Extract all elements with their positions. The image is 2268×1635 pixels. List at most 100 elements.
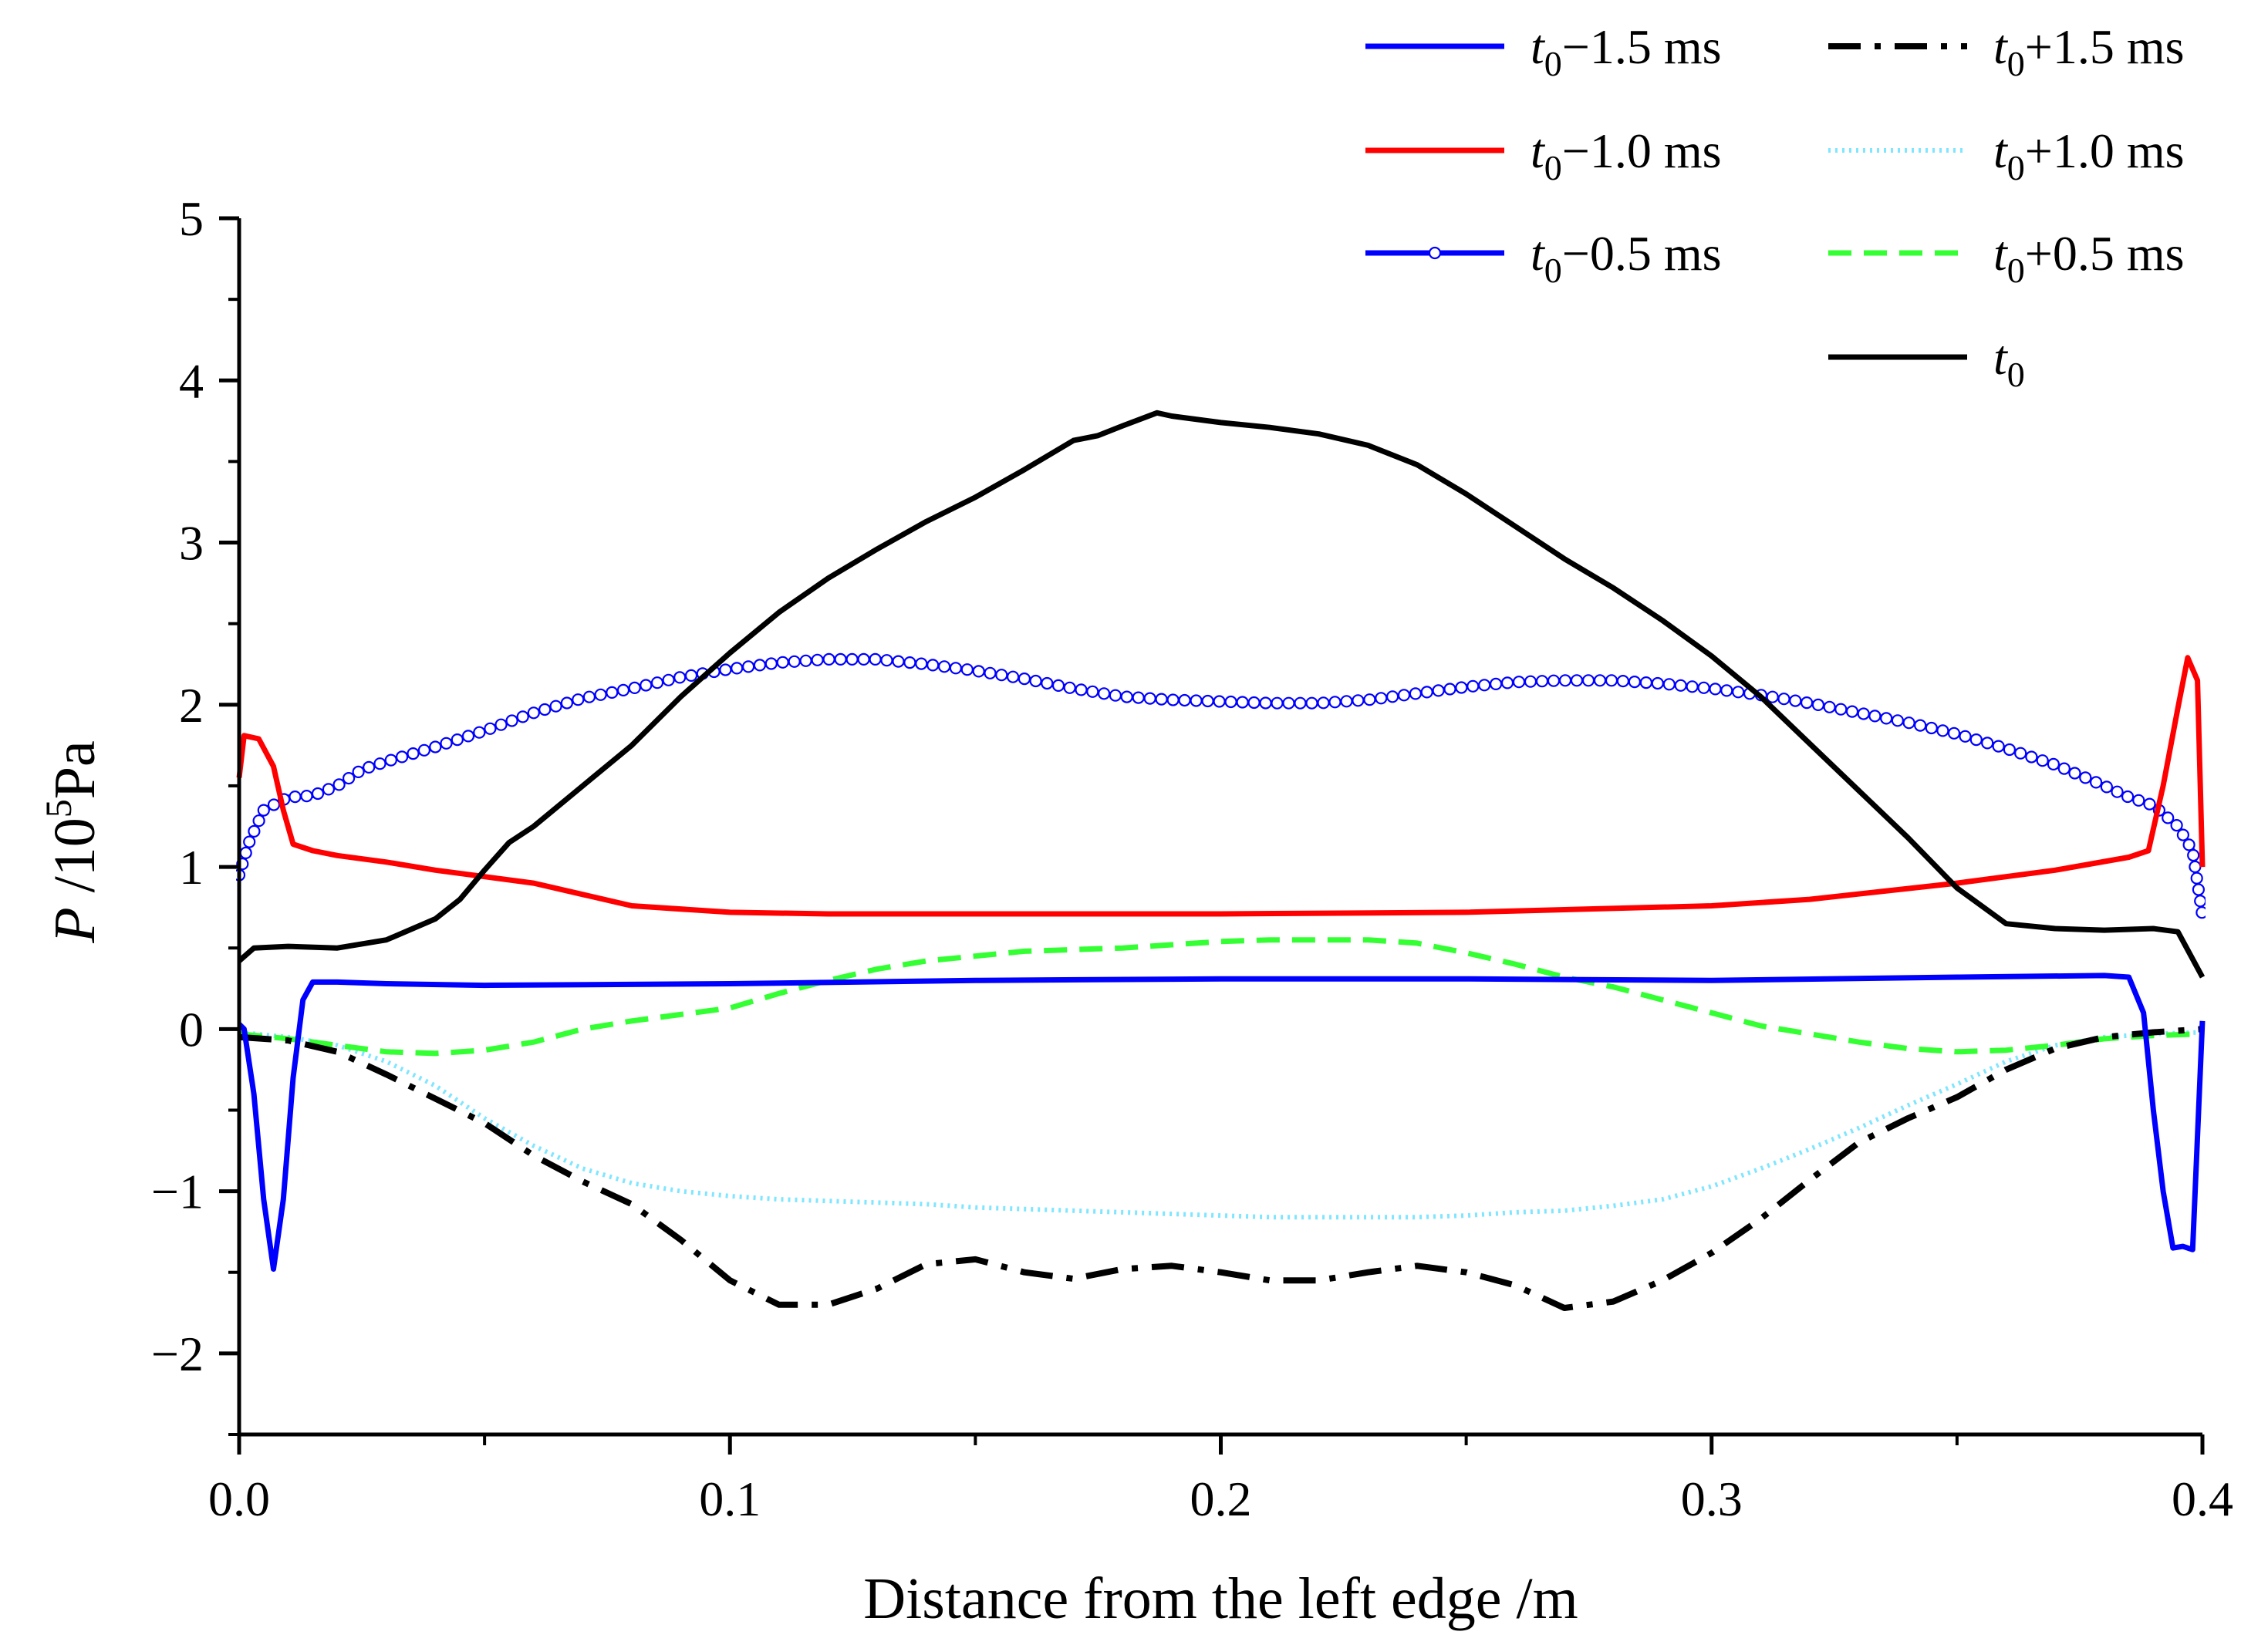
series-marker	[764, 657, 778, 670]
series-marker	[995, 669, 1008, 682]
series-marker	[892, 655, 905, 668]
series-marker	[311, 787, 325, 801]
x-axis-title: Distance from the left edge /m	[863, 1566, 1578, 1631]
series-marker	[2025, 750, 2038, 764]
series-marker	[1902, 716, 1915, 730]
axes: −2 −1 0 1 2 3 4 5 0.0 0.1 0.2 0.3 0.4	[151, 191, 2233, 1526]
series-marker	[429, 740, 442, 753]
series-marker	[1352, 694, 1365, 707]
series-marker	[741, 660, 755, 673]
series-marker	[1845, 705, 1859, 718]
series-marker	[461, 730, 475, 743]
series-marker	[1811, 698, 1824, 712]
series-marker	[2195, 906, 2206, 919]
series-marker	[1500, 676, 1514, 689]
series-marker	[1247, 696, 1261, 710]
series-marker	[1662, 678, 1676, 691]
y-tick-label: 2	[179, 678, 204, 733]
series-marker	[289, 790, 302, 804]
series-marker	[1914, 719, 1927, 732]
series-marker	[1375, 692, 1388, 705]
series-marker	[484, 722, 497, 735]
series-marker	[903, 656, 916, 669]
series-marker	[1925, 721, 1938, 735]
series-line-4	[238, 1026, 2203, 1311]
series-marker	[949, 662, 963, 675]
series-marker	[1143, 692, 1156, 705]
series-marker	[1639, 676, 1652, 689]
series-marker	[352, 765, 365, 779]
series-marker	[572, 693, 585, 706]
series-marker	[1294, 696, 1307, 710]
series-marker	[1959, 730, 1972, 743]
series-marker	[1720, 684, 1733, 697]
series-marker	[915, 657, 928, 670]
series-marker	[1936, 724, 1949, 737]
series-marker	[1570, 674, 1584, 687]
series-marker	[1109, 689, 1122, 702]
series-marker	[719, 663, 732, 676]
series-marker	[407, 747, 420, 760]
x-tick-label: 0.2	[1190, 1472, 1252, 1526]
series-marker	[1628, 675, 1641, 689]
series-marker	[1880, 712, 1893, 725]
series-marker	[252, 814, 265, 828]
series-marker	[1674, 679, 1687, 692]
series-marker	[1340, 695, 1353, 708]
series-marker	[776, 656, 789, 669]
series-line-2	[236, 655, 2206, 917]
series-marker	[363, 760, 376, 774]
series-marker	[1224, 695, 1237, 709]
series-marker	[1409, 687, 1423, 700]
series-marker	[300, 789, 313, 803]
series-marker	[451, 733, 464, 747]
series-marker	[1097, 687, 1111, 700]
series-marker	[1801, 696, 1814, 710]
series-marker	[1868, 710, 1882, 723]
series-marker	[2068, 767, 2081, 780]
series-marker	[1328, 696, 1342, 709]
series-marker	[1616, 674, 1629, 688]
series-marker	[788, 655, 801, 668]
series-marker	[1947, 726, 1961, 740]
y-axis-exponent: 5	[39, 799, 79, 818]
y-tick-label: 5	[179, 191, 204, 246]
legend: t0−1.5 ms t0−1.0 ms t0−0.5 ms t0+1.5 ms t0+1…	[1365, 19, 2185, 394]
series-marker	[239, 846, 252, 860]
series-marker	[1201, 694, 1214, 708]
series-marker	[527, 706, 540, 720]
legend-label-3: t0−0.5 ms	[1531, 226, 1722, 290]
series-marker	[2176, 828, 2189, 841]
series-marker	[2090, 776, 2103, 789]
series-marker	[384, 753, 397, 767]
series-marker	[1120, 690, 1133, 703]
series-marker	[1305, 696, 1318, 710]
series-marker	[1282, 696, 1295, 710]
series-marker	[1891, 714, 1904, 727]
series-marker	[684, 669, 698, 683]
series-marker	[753, 659, 767, 672]
series-marker	[1489, 677, 1503, 691]
series-marker	[440, 737, 453, 750]
series-line-1	[237, 973, 2206, 1272]
series-marker	[1709, 683, 1722, 696]
series-marker	[1651, 676, 1664, 690]
series-marker	[628, 681, 641, 695]
series-marker	[1317, 696, 1330, 710]
series-marker	[845, 652, 859, 666]
series-marker	[494, 718, 508, 731]
series-marker	[594, 688, 607, 701]
series-marker	[2192, 883, 2205, 896]
legend-label-5: t0+1.0 ms	[1993, 123, 2185, 187]
x-tick-label: 0.4	[2172, 1472, 2233, 1526]
series-marker	[2189, 860, 2202, 874]
series-marker	[1155, 693, 1168, 706]
series-marker	[1236, 696, 1249, 709]
series-marker	[1041, 676, 1054, 690]
series-marker	[1259, 696, 1272, 710]
series-marker	[822, 652, 835, 666]
series-marker	[2079, 771, 2092, 784]
legend-label-1: t0−1.5 ms	[1531, 19, 1722, 83]
series-marker	[1969, 733, 1983, 747]
series-marker	[1018, 672, 1031, 686]
